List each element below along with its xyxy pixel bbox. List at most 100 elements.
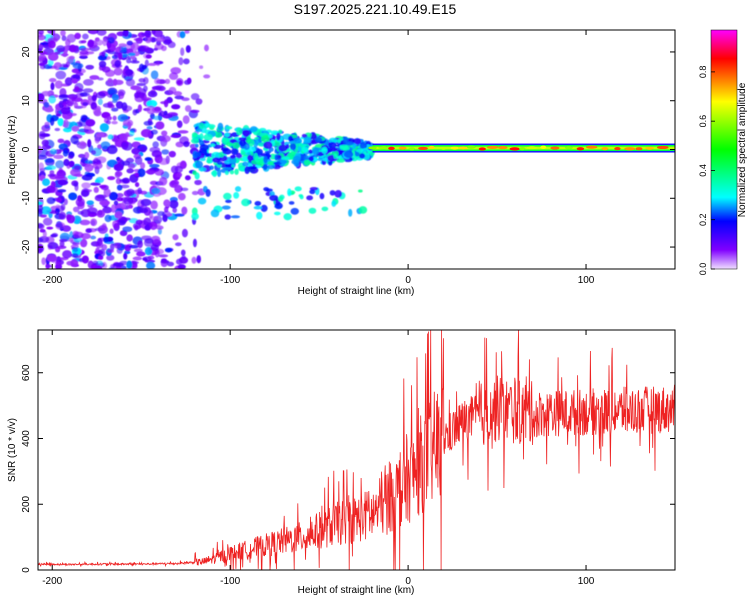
spectrogram-blob xyxy=(89,75,100,80)
x-tick-label: 100 xyxy=(578,275,595,286)
spectrogram-blob xyxy=(164,78,171,84)
spectrogram-blob xyxy=(129,244,139,249)
spectrogram-blob xyxy=(129,130,135,137)
spectrogram-blob xyxy=(59,240,65,248)
spectrogram-blob xyxy=(166,261,175,267)
spectrogram-blob xyxy=(158,176,168,186)
spectrogram-blob xyxy=(48,95,56,104)
spectrogram-blob xyxy=(126,40,133,46)
spectrogram-blob xyxy=(95,91,106,99)
spectrogram-blob xyxy=(242,129,250,137)
spectrogram-blob xyxy=(109,191,118,201)
spectrogram-blob xyxy=(99,200,110,206)
spectrogram-blob xyxy=(198,167,207,172)
spectrogram-blob xyxy=(63,158,70,167)
spectrogram-blob xyxy=(126,234,133,242)
spectrogram-blob xyxy=(144,30,152,38)
spectrogram-blob xyxy=(55,113,62,117)
spectrogram-blob xyxy=(240,151,246,156)
spectrogram-blob xyxy=(71,253,79,258)
spectrogram-blob xyxy=(55,222,66,230)
spectrogram-blob xyxy=(39,64,46,70)
spectrogram-blob xyxy=(41,257,46,265)
spectrogram-blob xyxy=(103,236,109,243)
spectrogram-blob xyxy=(229,155,236,159)
spectrogram-blob xyxy=(229,169,235,175)
spectrogram-blob xyxy=(59,87,67,97)
spectrogram-blob xyxy=(97,54,108,61)
spectrogram-y-axis-label: Frequency (Hz) xyxy=(7,116,18,185)
spectrogram-blob xyxy=(75,197,85,207)
spectrogram-blob xyxy=(72,206,80,213)
spectrogram-blob xyxy=(112,78,118,86)
spectrogram-blob xyxy=(311,133,318,140)
spectrogram-blob xyxy=(140,190,148,195)
spectrogram-blob xyxy=(87,260,94,269)
spectrogram-blob xyxy=(38,43,44,51)
spectrogram-blob xyxy=(143,217,152,227)
spectrogram-blob xyxy=(54,80,63,89)
spectrogram-blob xyxy=(232,142,240,149)
chart-title: S197.2025.221.10.49.E15 xyxy=(294,1,457,17)
snr-frame xyxy=(37,329,676,571)
spectrogram-blob xyxy=(163,99,169,108)
spectrogram-blob xyxy=(46,226,54,230)
spectrogram-blob xyxy=(79,55,88,60)
spectrogram-band-segment xyxy=(585,145,598,149)
spectrogram-blob xyxy=(229,156,237,165)
spectrogram-blob xyxy=(134,173,139,177)
spectrogram-blob xyxy=(329,190,336,196)
spectrogram-blob xyxy=(150,200,158,210)
spectrogram-blob xyxy=(152,141,159,148)
spectrogram-blob xyxy=(246,162,254,167)
spectrogram-blob xyxy=(38,237,44,243)
x-tick-label: -100 xyxy=(220,275,240,286)
spectrogram-band-segment xyxy=(478,147,486,151)
x-tick-label: -200 xyxy=(42,275,62,286)
spectrogram-blob xyxy=(149,163,160,168)
spectrogram-blob xyxy=(211,169,218,177)
spectrogram-blob xyxy=(78,128,90,133)
spectrogram-blob xyxy=(41,124,51,132)
spectrogram-blob xyxy=(158,254,169,258)
spectrogram-blob xyxy=(122,177,129,184)
spectrogram-blob xyxy=(140,204,148,209)
spectrogram-band-segment xyxy=(486,145,499,150)
spectrogram-blob xyxy=(115,171,123,177)
spectrogram-band-segment xyxy=(564,146,573,150)
spectrogram-blob xyxy=(225,126,233,130)
spectrogram-blob xyxy=(217,122,224,131)
x-tick-label: 0 xyxy=(405,275,411,286)
spectrogram-blob xyxy=(343,150,354,158)
spectrogram-blob xyxy=(107,77,113,84)
spectrogram-blob xyxy=(242,161,249,167)
spectrogram-blob xyxy=(177,130,189,134)
spectrogram-blob xyxy=(199,65,204,69)
spectrogram-blob xyxy=(111,94,119,101)
spectrogram-band-segment xyxy=(656,145,669,150)
spectrogram-blob xyxy=(55,204,61,209)
spectrogram-blob xyxy=(137,104,143,113)
spectrogram-blob xyxy=(101,66,111,73)
spectrogram-blob xyxy=(57,118,64,127)
spectrogram-blob xyxy=(144,246,153,256)
y-tick-label: -10 xyxy=(21,191,32,206)
spectrogram-blob xyxy=(96,30,107,36)
spectrogram-blob xyxy=(358,206,368,214)
spectrogram-blob xyxy=(92,162,103,170)
spectrogram-blob xyxy=(288,135,293,142)
spectrogram-blob xyxy=(145,170,156,174)
spectrogram-blob xyxy=(72,62,84,69)
spectrogram-blob xyxy=(73,173,83,177)
spectrogram-blob xyxy=(79,50,89,55)
spectrogram-blob xyxy=(49,116,55,126)
spectrogram-blob xyxy=(94,135,100,144)
spectrogram-blob xyxy=(254,201,262,206)
spectrogram-blob xyxy=(184,175,191,181)
spectrogram-blob xyxy=(47,52,59,61)
spectrogram-blob xyxy=(105,49,112,53)
spectrogram-blob xyxy=(65,38,71,47)
spectrogram-blob xyxy=(127,163,136,169)
spectrogram-blob xyxy=(328,137,338,144)
spectrogram-blob xyxy=(269,194,279,202)
